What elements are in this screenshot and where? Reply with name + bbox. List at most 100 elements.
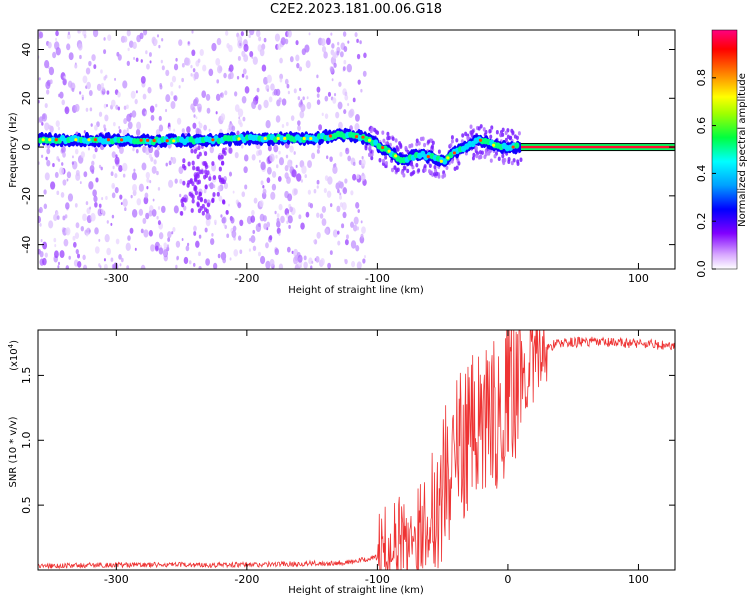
spectrogram-dot	[98, 164, 102, 169]
spectrogram-dot	[106, 220, 109, 224]
spectrogram-dot	[251, 55, 254, 59]
spectrogram-dot	[135, 90, 138, 94]
spectrogram-dot	[270, 191, 276, 200]
spectrogram-dot	[94, 246, 100, 254]
spectrogram-dot	[129, 227, 134, 234]
spectrogram-dot	[178, 39, 183, 46]
spectrogram-dot	[406, 168, 410, 174]
spectrogram-dot	[110, 222, 113, 226]
spectrogram-x-tick-label: -100	[365, 272, 390, 285]
spectrogram-dot	[191, 198, 195, 204]
spectrogram-dot	[370, 155, 374, 161]
spectrogram-dot	[197, 58, 201, 63]
spectrogram-dot	[363, 52, 367, 59]
spectrogram-dot	[125, 242, 131, 252]
spectrogram-dot	[157, 220, 161, 226]
spectrogram-dot	[114, 156, 120, 165]
spectrogram-dot	[415, 142, 419, 147]
spectrogram-dot	[118, 146, 124, 155]
spectrogram-dot	[65, 202, 70, 210]
spectrogram-dot	[311, 152, 316, 160]
spectrogram-dot	[41, 112, 48, 122]
spectrogram-dot	[355, 113, 360, 122]
spectrogram-dot	[212, 175, 217, 180]
spectrogram-dot	[182, 158, 186, 164]
spectrogram-dot	[191, 194, 195, 200]
spectrogram-dot	[59, 250, 65, 259]
spectrogram-dot	[295, 54, 300, 62]
ridge-peak-mark	[452, 151, 456, 155]
spectrogram-dot	[351, 260, 356, 268]
spectrogram-dot	[237, 108, 244, 117]
spectrogram-dot	[286, 176, 291, 184]
spectrogram-dot	[48, 220, 54, 229]
spectrogram-dot	[287, 30, 292, 38]
spectrogram-dot	[46, 159, 51, 167]
spectrogram-dot	[192, 165, 196, 171]
spectrogram-dot	[506, 134, 510, 139]
spectrogram-dot	[196, 154, 200, 160]
spectrogram-dot	[307, 160, 312, 168]
colorbar-ticks: 0.0 0.2 0.4 0.6 0.8	[695, 69, 716, 278]
spectrogram-dot	[344, 239, 349, 246]
spectrogram-dot	[48, 124, 52, 130]
spectrogram-dot	[122, 162, 128, 172]
spectrogram-dot	[289, 145, 294, 153]
spectrogram-x-tick-label: -200	[234, 272, 259, 285]
spectrogram-dot	[297, 96, 301, 101]
spectrogram-dot	[38, 77, 41, 81]
spectrogram-dot	[278, 203, 283, 211]
spectrogram-dot	[304, 44, 310, 53]
spectrogram-dot	[241, 144, 244, 149]
spectrogram-dot	[350, 190, 354, 196]
spectrogram-dot	[75, 222, 80, 229]
spectrogram-dot	[117, 106, 121, 111]
spectrogram-dot	[134, 247, 137, 251]
spectrogram-dot	[194, 190, 198, 196]
spectrogram-dot	[131, 209, 138, 218]
spectrogram-dot	[187, 41, 190, 45]
spectrogram-dot	[338, 81, 342, 87]
spectrogram-dot	[118, 164, 123, 172]
snr-frame	[37, 329, 676, 571]
spectrogram-dot	[339, 51, 344, 58]
spectrogram-dot	[123, 118, 128, 125]
spectrogram-dot	[293, 88, 297, 94]
spectrogram-dot	[57, 265, 60, 269]
spectrogram-dot	[343, 59, 347, 65]
spectrogram-dot	[58, 158, 61, 162]
spectrogram-dot	[149, 180, 152, 184]
spectrogram-dot	[469, 124, 473, 129]
spectrogram-dot	[54, 171, 59, 179]
spectrogram-dot	[111, 192, 116, 199]
spectrogram-dot	[234, 91, 238, 97]
spectrogram-dot	[199, 205, 203, 211]
spectrogram-dot	[304, 174, 307, 179]
spectrogram-dot	[55, 37, 58, 42]
spectrogram-dot	[176, 117, 182, 125]
colorbar-label: Normalized spectral amplitude	[737, 73, 748, 227]
spectrogram-dot	[331, 43, 335, 49]
spectrogram-dot	[182, 180, 186, 186]
spectrogram-dot	[316, 93, 320, 98]
spectrogram-dot	[140, 228, 144, 234]
spectrogram-dot	[402, 173, 406, 178]
spectrogram-dot	[483, 154, 487, 160]
spectrogram-dot	[240, 31, 244, 37]
spectrogram-dot	[103, 49, 107, 55]
spectrogram-dot	[106, 247, 112, 256]
spectrogram-dot	[111, 214, 115, 219]
spectrogram-dot	[203, 207, 208, 213]
spectrogram-dot	[208, 68, 214, 77]
spectrogram-dot	[480, 150, 484, 155]
spectrogram-dot	[124, 207, 127, 212]
spectrogram-dot	[94, 227, 99, 235]
spectrogram-dot	[133, 41, 137, 47]
spectrogram-dot	[402, 165, 406, 170]
spectrogram-dot	[151, 209, 157, 217]
spectrogram-dot	[507, 157, 511, 162]
spectrogram-dot	[279, 73, 284, 80]
spectrogram-dot	[93, 195, 98, 203]
spectrogram-dot	[362, 258, 366, 264]
spectrogram-dot	[249, 50, 254, 58]
